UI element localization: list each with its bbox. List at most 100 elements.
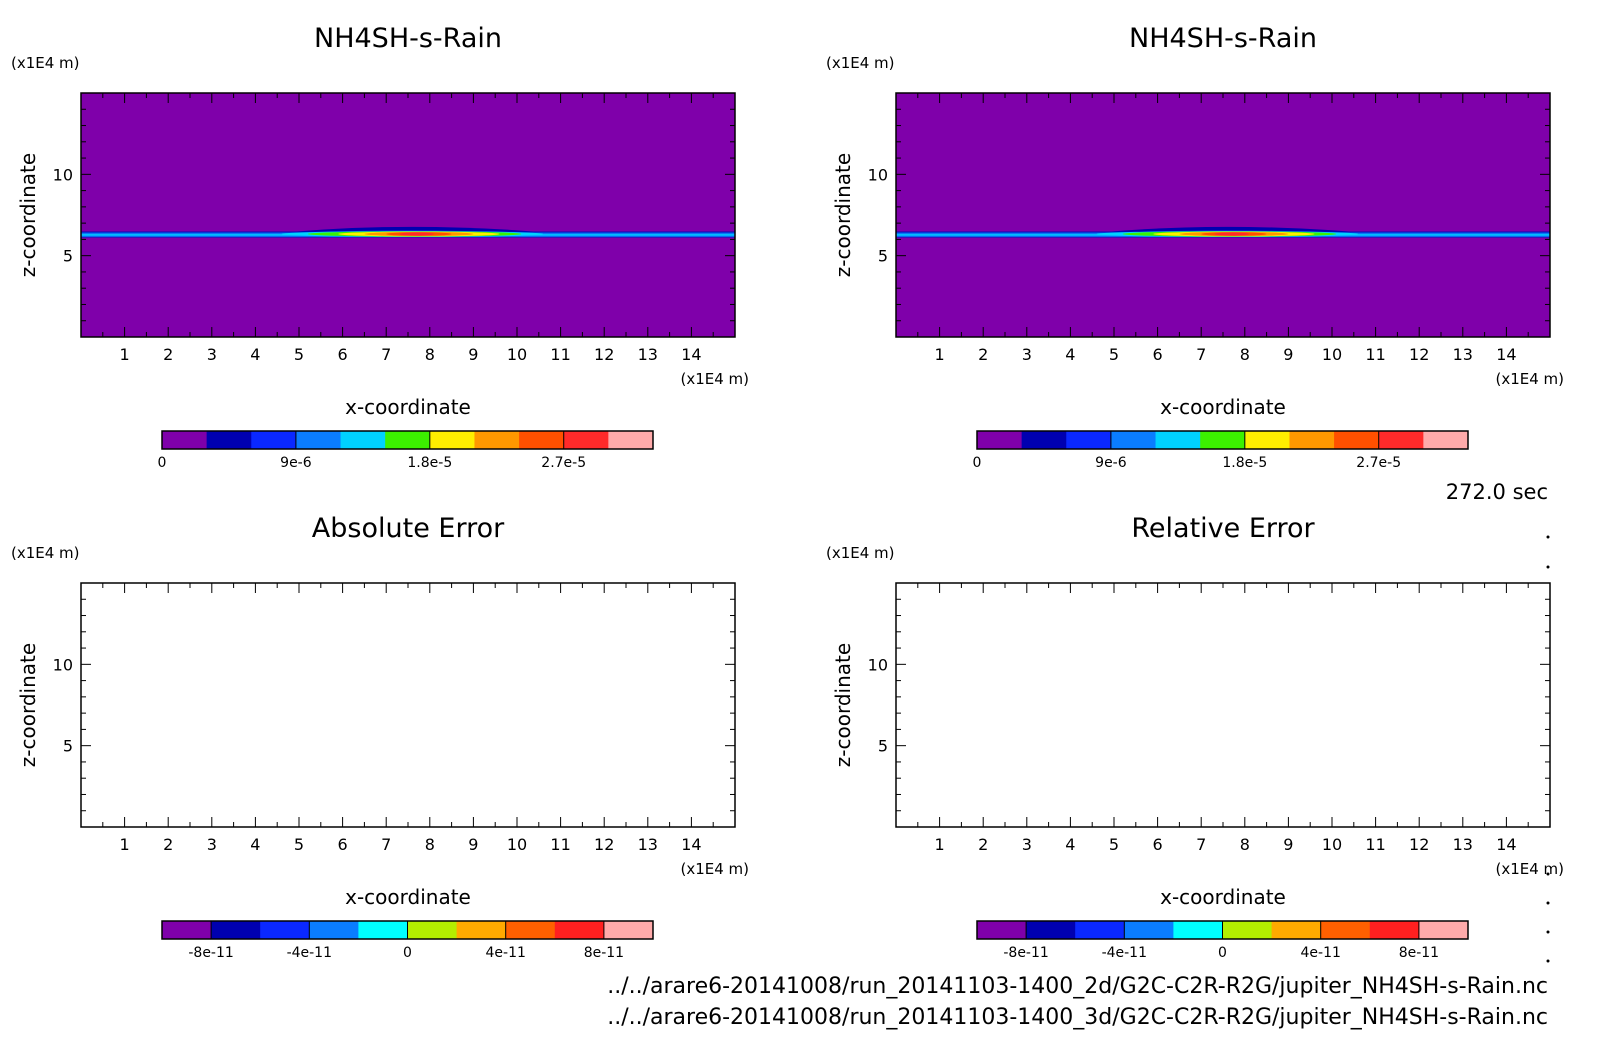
x-unit-label: (x1E4 m) xyxy=(1495,370,1564,388)
x-axis-label: x-coordinate xyxy=(345,885,471,909)
colorbar-bin xyxy=(563,431,609,449)
x-tick-label: 8 xyxy=(1240,835,1250,854)
colorbar-bin xyxy=(162,431,208,449)
y-axis-label: z-coordinate xyxy=(831,643,855,767)
x-tick-label: 9 xyxy=(468,835,478,854)
x-tick-label: 3 xyxy=(207,835,217,854)
colorbar-label: -8e-11 xyxy=(1003,945,1048,961)
field-background xyxy=(896,93,1550,337)
colorbar-bin xyxy=(1075,921,1125,939)
x-tick-label: 1 xyxy=(935,345,945,364)
time-label: 272.0 sec xyxy=(1446,480,1548,504)
colorbar-label: 1.8e-5 xyxy=(1222,455,1267,471)
x-tick-label: 6 xyxy=(1153,835,1163,854)
y-unit-label: (x1E4 m) xyxy=(826,54,895,72)
margin-dot xyxy=(1546,930,1550,934)
x-tick-label: 3 xyxy=(1022,345,1032,364)
colorbar-label: 0 xyxy=(403,945,412,961)
colorbar-label: 1.8e-5 xyxy=(407,455,452,471)
x-tick-label: 2 xyxy=(163,835,173,854)
colorbar-bin xyxy=(1222,921,1273,939)
colorbar-label: 0 xyxy=(1218,945,1227,961)
colorbar-bin xyxy=(977,921,1027,939)
x-axis-label: x-coordinate xyxy=(1160,395,1286,419)
x-tick-label: 1 xyxy=(120,835,130,854)
colorbar-bin xyxy=(407,921,458,939)
rain-core-6 xyxy=(399,232,435,236)
colorbar-bin xyxy=(1026,921,1076,939)
colorbar-label: 8e-11 xyxy=(584,945,624,961)
y-unit-label: (x1E4 m) xyxy=(11,54,80,72)
margin-dot xyxy=(1546,535,1550,539)
x-tick-label: 2 xyxy=(978,835,988,854)
x-tick-label: 4 xyxy=(250,345,260,364)
margin-dot xyxy=(1546,872,1550,876)
x-tick-label: 6 xyxy=(1153,345,1163,364)
y-tick-label: 5 xyxy=(878,247,888,266)
x-tick-label: 8 xyxy=(425,835,435,854)
y-tick-label: 10 xyxy=(53,165,73,184)
y-tick-label: 10 xyxy=(868,165,888,184)
y-axis-label: z-coordinate xyxy=(16,643,40,767)
colorbar-bin xyxy=(295,431,342,449)
x-tick-label: 3 xyxy=(207,345,217,364)
colorbar-bin xyxy=(519,431,565,449)
x-tick-label: 2 xyxy=(163,345,173,364)
x-tick-label: 11 xyxy=(1365,345,1385,364)
colorbar-bin xyxy=(1200,431,1246,449)
colorbar-bin xyxy=(603,921,654,939)
colorbar-label: 8e-11 xyxy=(1399,945,1439,961)
colorbar-bin xyxy=(1378,431,1424,449)
x-tick-label: 9 xyxy=(1283,835,1293,854)
colorbar-label: 0 xyxy=(973,455,982,471)
file-path-2: ../../arare6-20141008/run_20141103-1400_… xyxy=(607,1005,1548,1030)
x-axis-label: x-coordinate xyxy=(345,395,471,419)
x-tick-label: 11 xyxy=(550,835,570,854)
x-unit-label: (x1E4 m) xyxy=(680,370,749,388)
colorbar-bin xyxy=(505,921,556,939)
x-tick-label: 4 xyxy=(1065,835,1075,854)
margin-dot xyxy=(1546,565,1550,569)
x-tick-label: 9 xyxy=(468,345,478,364)
colorbar-bin xyxy=(1021,431,1067,449)
x-tick-label: 12 xyxy=(1409,835,1429,854)
colorbar-bin xyxy=(1066,431,1112,449)
colorbar-bin xyxy=(162,921,212,939)
y-unit-label: (x1E4 m) xyxy=(11,544,80,562)
colorbar-bin xyxy=(608,431,654,449)
x-tick-label: 8 xyxy=(425,345,435,364)
colorbar-bin xyxy=(1110,431,1157,449)
colorbar-bin xyxy=(1418,921,1469,939)
colorbar-label: 4e-11 xyxy=(1301,945,1341,961)
x-tick-label: 1 xyxy=(120,345,130,364)
colorbar-bin xyxy=(358,921,408,939)
x-tick-label: 7 xyxy=(1196,345,1206,364)
file-path-1: ../../arare6-20141008/run_20141103-1400_… xyxy=(607,974,1548,999)
x-tick-label: 3 xyxy=(1022,835,1032,854)
x-tick-label: 13 xyxy=(638,345,658,364)
x-tick-label: 12 xyxy=(1409,345,1429,364)
y-tick-label: 10 xyxy=(868,655,888,674)
colorbar-label: 2.7e-5 xyxy=(541,455,586,471)
x-tick-label: 10 xyxy=(1322,835,1342,854)
x-tick-label: 2 xyxy=(978,345,988,364)
x-tick-label: 7 xyxy=(381,835,391,854)
margin-dot xyxy=(1546,901,1550,905)
colorbar-label: -4e-11 xyxy=(1102,945,1147,961)
chart-panel-4: Relative Error(x1E4 m)(x1E4 m)1 2 3 4 5 6 7 8 9 1… xyxy=(826,513,1564,961)
colorbar-bin xyxy=(1155,431,1201,449)
x-axis-label: x-coordinate xyxy=(1160,885,1286,909)
y-tick-label: 5 xyxy=(63,247,73,266)
colorbar-bin xyxy=(1271,921,1322,939)
x-tick-label: 10 xyxy=(507,835,527,854)
colorbar-label: -4e-11 xyxy=(287,945,332,961)
colorbar-bin xyxy=(340,431,386,449)
colorbar-bin xyxy=(429,431,475,449)
field-background xyxy=(81,93,735,337)
x-tick-label: 5 xyxy=(294,345,304,364)
colorbar-bin xyxy=(1334,431,1380,449)
colorbar-bin xyxy=(211,921,261,939)
rain-core-6 xyxy=(1214,232,1250,236)
panel-title: NH4SH-s-Rain xyxy=(314,23,502,54)
